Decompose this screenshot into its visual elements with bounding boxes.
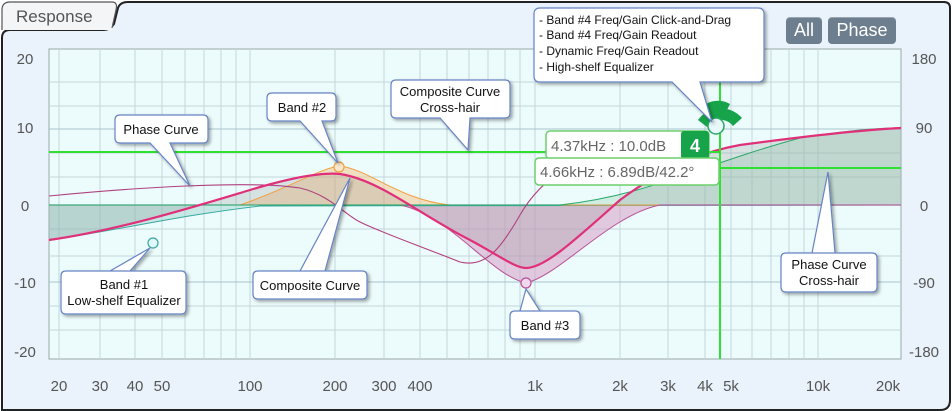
callout-text: Cross-hair: [799, 273, 860, 288]
y-left-tick: 20: [16, 51, 34, 68]
band3-handle[interactable]: [520, 277, 532, 289]
band1-callout: [60, 247, 187, 315]
band4-fill: [560, 128, 901, 205]
y-right-tick: -180: [908, 344, 940, 361]
x-tick: 20: [50, 378, 68, 395]
band1-handle[interactable]: [147, 237, 159, 249]
y-right-tick: -90: [913, 275, 935, 292]
band4-badge-text: 4: [690, 136, 700, 156]
x-tick: 100: [237, 378, 263, 395]
band2-handle[interactable]: [333, 161, 345, 173]
band4-badge: [681, 131, 709, 159]
y-left-tick: -20: [14, 344, 36, 361]
x-tick: 4k: [697, 378, 713, 395]
callout-text: Composite Curve: [400, 84, 500, 99]
callout-text: Phase Curve: [123, 122, 198, 137]
dynamic-readout-text: 4.66kHz : 6.89dB/42.2°: [540, 164, 694, 181]
band4-callout: [533, 7, 765, 123]
x-tick: 400: [407, 378, 433, 395]
x-tick: 40: [126, 378, 144, 395]
y-right-tick: 90: [915, 120, 933, 137]
x-tick: 10k: [805, 378, 831, 395]
all-button[interactable]: All: [786, 17, 822, 44]
dynamic-readout: [534, 157, 720, 186]
band4-readout-text: 4.37kHz : 10.0dB: [551, 138, 666, 155]
x-tick: 3k: [660, 378, 676, 395]
phase-crosshair-callout: [780, 171, 878, 293]
band4-callout-line: - Band #4 Freq/Gain Click-and-Drag: [539, 13, 731, 27]
tab-title: Response: [16, 7, 93, 26]
y-right-tick: 180: [911, 51, 937, 68]
callout-text: Band #1: [100, 277, 148, 292]
band3-callout: [509, 287, 581, 340]
callout-text: Cross-hair: [420, 100, 481, 115]
x-tick: 200: [322, 378, 348, 395]
x-tick: 20k: [875, 378, 901, 395]
y-left-tick: 0: [20, 198, 30, 215]
x-tick: 300: [371, 378, 397, 395]
composite-crosshair-callout: [390, 79, 511, 152]
composite-curve-callout: [252, 177, 368, 300]
band4-callout-line: - Band #4 Freq/Gain Readout: [539, 28, 697, 42]
y-right-tick: 0: [919, 198, 929, 215]
composite-curve: [48, 126, 902, 270]
band3-fill: [400, 205, 660, 283]
phase-button[interactable]: Phase: [828, 17, 896, 44]
x-tick: 5k: [723, 378, 739, 395]
phase-curve: [48, 139, 641, 264]
phase-curve-callout: [114, 114, 209, 187]
band2-fill: [240, 166, 450, 205]
x-tick: 50: [153, 378, 171, 395]
callout-text: Band #3: [521, 318, 569, 333]
callout-text: Band #2: [278, 100, 326, 115]
x-tick: 2k: [612, 378, 628, 395]
y-left-tick: 10: [16, 120, 34, 137]
x-tick: 1k: [527, 378, 543, 395]
band2-callout: [266, 92, 339, 164]
callout-text: Phase Curve: [791, 257, 866, 272]
band4-callout-line: - High-shelf Equalizer: [539, 60, 654, 74]
band4-callout-line: - Dynamic Freq/Gain Readout: [539, 44, 699, 58]
callout-text: Composite Curve: [260, 278, 360, 293]
x-tick: 30: [91, 378, 109, 395]
y-left-tick: -10: [14, 275, 36, 292]
response-tab[interactable]: Response: [3, 2, 111, 30]
callout-text: Low-shelf Equalizer: [67, 293, 181, 308]
